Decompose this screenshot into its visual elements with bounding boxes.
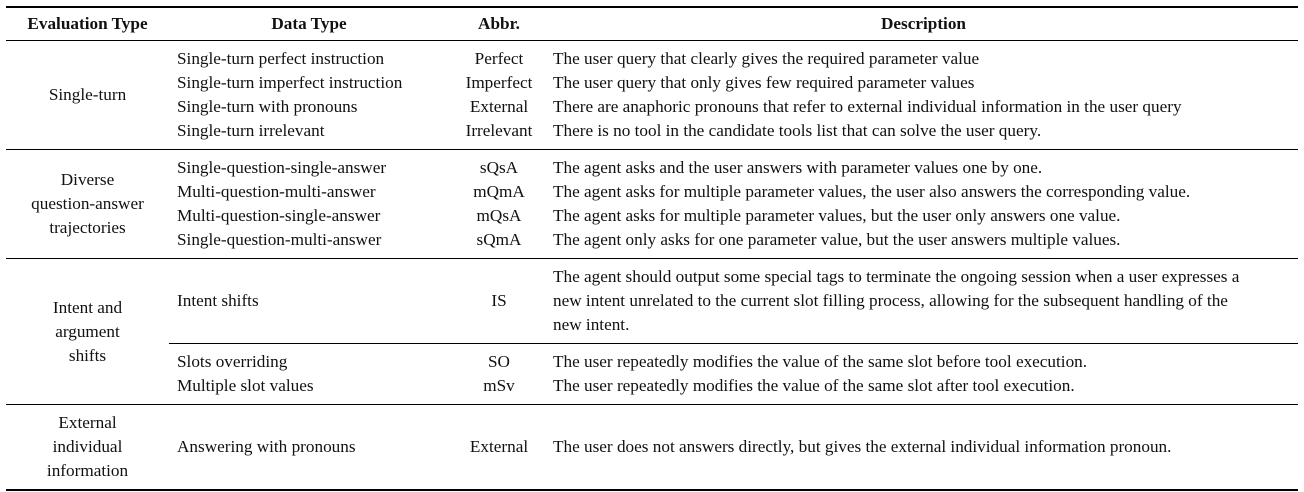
data-type: Multiple slot values [177,376,314,395]
description: The agent asks for multiple parameter va… [553,206,1121,225]
data-type: Single-turn irrelevant [177,121,325,140]
eval-type-label-line: shifts [68,345,107,365]
abbr: mSv [483,376,515,395]
data-type: Slots overriding [177,352,288,371]
header-abbr: Abbr. [449,6,549,41]
description-cell: The agent asks and the user answers with… [549,149,1298,259]
data-type: Answering with pronouns [177,437,356,456]
abbr: sQsA [479,158,519,177]
description: The agent asks and the user answers with… [553,158,1043,177]
description: There are anaphoric pronouns that refer … [553,97,1182,116]
table-row-group-diverse-qa: Diverse question-answer trajectories Sin… [6,149,1298,259]
description: The agent should output some special tag… [553,267,1240,334]
table-container: Evaluation Type Data Type Abbr. Descript… [6,6,1298,491]
data-type-cell: Single-turn perfect instruction Single-t… [169,40,449,150]
table-row-intent-shifts: Intent and argument shifts Intent shifts… [6,258,1298,405]
abbr: External [469,437,529,456]
data-type: Single-turn perfect instruction [177,49,385,68]
eval-type-label-line: External [58,413,117,432]
abbr-cell: sQsA mQmA mQsA sQmA [449,149,549,259]
description-cell: The agent should output some special tag… [549,258,1298,344]
abbr: Perfect [474,49,524,68]
eval-type-label-line: individual [52,437,123,456]
eval-type-label-line: information [46,461,129,480]
abbr-cell: Perfect Imperfect External Irrelevant [449,40,549,150]
data-type: Single-question-single-answer [177,158,387,177]
abbr: sQmA [476,230,522,249]
abbr: Irrelevant [465,121,533,140]
eval-type-label: Single-turn [48,85,127,104]
eval-type-cell: Single-turn [6,40,169,150]
abbr: External [469,97,529,116]
abbr-cell: IS [449,258,549,344]
evaluation-table: Evaluation Type Data Type Abbr. Descript… [6,6,1298,491]
description-cell: The user repeatedly modifies the value o… [549,343,1298,405]
data-type-cell: Slots overriding Multiple slot values [169,343,449,405]
data-type-cell: Intent shifts [169,258,449,344]
description: The agent asks for multiple parameter va… [553,182,1191,201]
table-row-group-external: External individual information Answerin… [6,404,1298,491]
header-data-type: Data Type [169,6,449,41]
data-type-cell: Answering with pronouns [169,404,449,491]
table-row-group-single-turn: Single-turn Single-turn perfect instruct… [6,40,1298,150]
eval-type-label-line: Intent and [52,297,123,317]
eval-type-cell: External individual information [6,404,169,491]
eval-type-label-line: question-answer [31,194,144,213]
description: The user repeatedly modifies the value o… [553,352,1088,371]
description: The user does not answers directly, but … [553,437,1172,456]
data-type: Single-turn with pronouns [177,97,358,116]
eval-type-label-line: argument [55,321,120,341]
header-row: Evaluation Type Data Type Abbr. Descript… [6,6,1298,41]
header-evaluation-type: Evaluation Type [6,6,169,41]
data-type: Intent shifts [177,291,259,310]
abbr: Imperfect [465,73,533,92]
description: The agent only asks for one parameter va… [553,230,1121,249]
abbr: mQmA [473,182,525,201]
description-cell: The user query that clearly gives the re… [549,40,1298,150]
abbr: mQsA [476,206,522,225]
data-type: Single-turn imperfect instruction [177,73,403,92]
abbr-cell: External [449,404,549,491]
abbr: IS [491,291,507,310]
eval-type-cell: Diverse question-answer trajectories [6,149,169,259]
description-cell: The user does not answers directly, but … [549,404,1298,491]
description: The user query that clearly gives the re… [553,49,980,68]
data-type: Single-question-multi-answer [177,230,382,249]
abbr-cell: SO mSv [449,343,549,405]
eval-type-label-line: Diverse [60,170,115,189]
table-row-slot-changes: Slots overriding Multiple slot values SO… [6,343,1298,405]
abbr: SO [488,352,510,371]
header-description: Description [549,6,1298,41]
data-type: Multi-question-multi-answer [177,182,376,201]
description: There is no tool in the candidate tools … [553,121,1042,140]
data-type: Multi-question-single-answer [177,206,381,225]
eval-type-label-line: trajectories [49,218,126,237]
description: The user repeatedly modifies the value o… [553,376,1075,395]
data-type-cell: Single-question-single-answer Multi-ques… [169,149,449,259]
description: The user query that only gives few requi… [553,73,975,92]
eval-type-cell: Intent and argument shifts [6,258,169,405]
